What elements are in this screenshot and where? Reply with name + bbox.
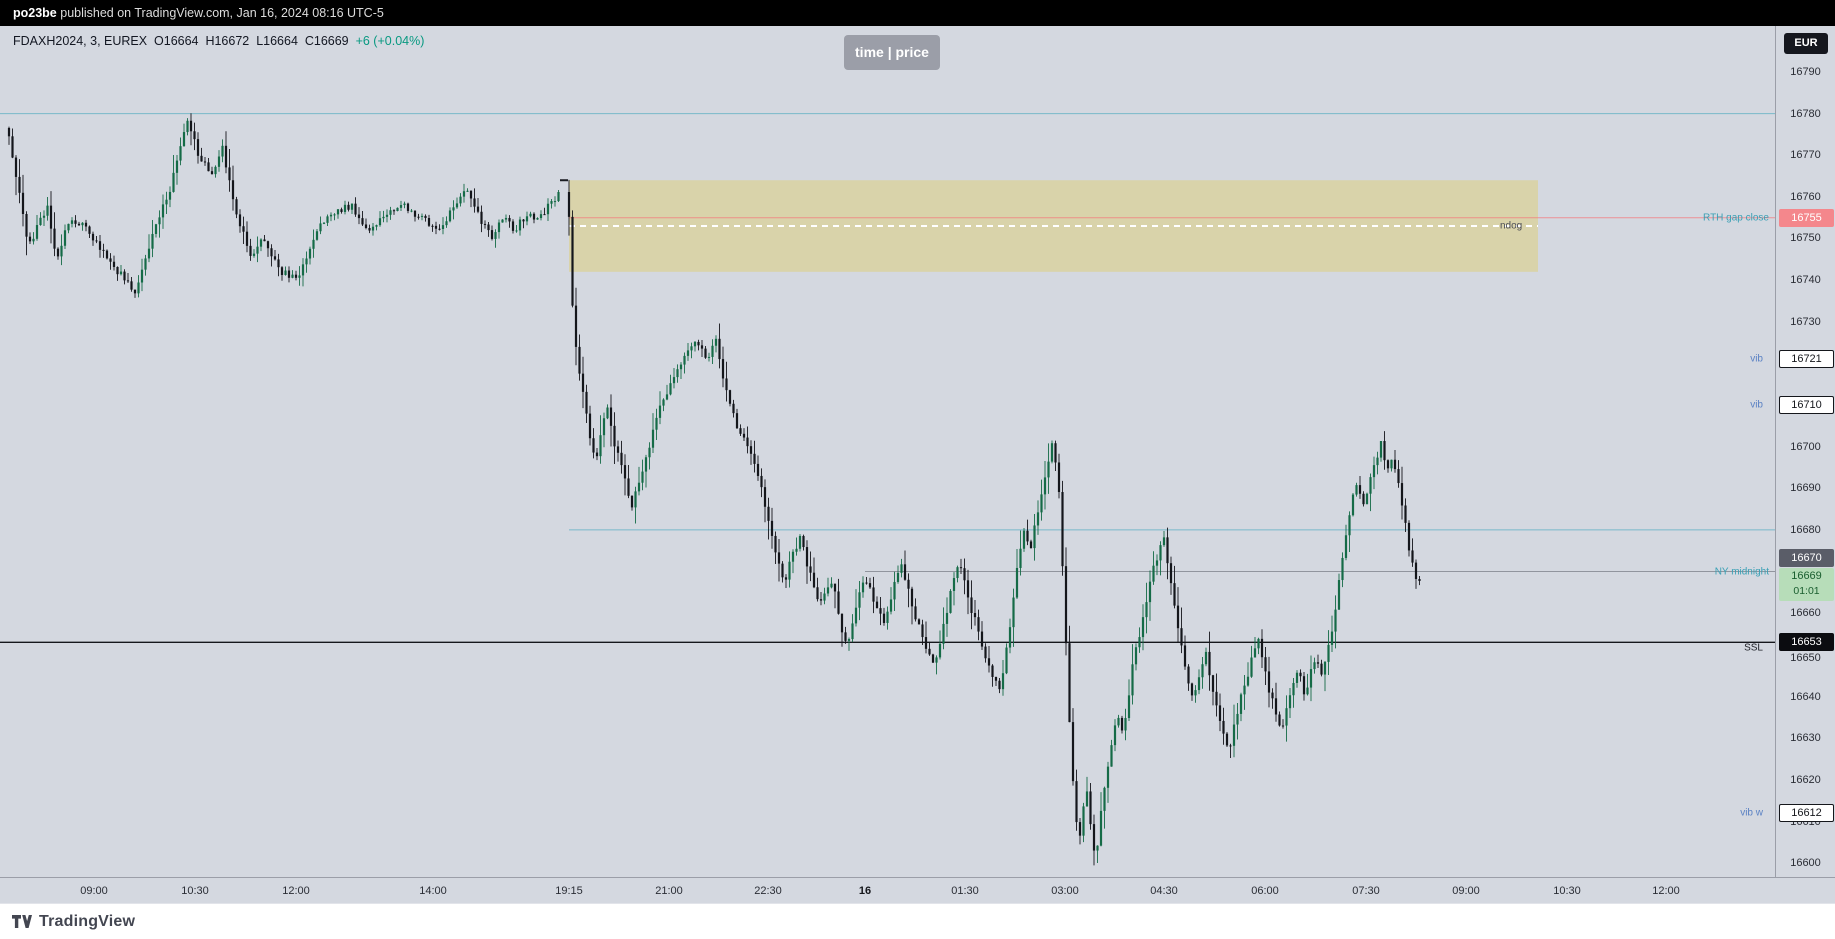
time-label-12-00: 12:00 bbox=[282, 885, 310, 897]
price-badge-16612: 16612 bbox=[1779, 804, 1834, 822]
time-label-07-30: 07:30 bbox=[1352, 885, 1380, 897]
level-label-vib-w[interactable]: vib w bbox=[1740, 807, 1763, 819]
time-label-19-15: 19:15 bbox=[555, 885, 583, 897]
level-label-ny-midnight[interactable]: NY midnight bbox=[1714, 566, 1769, 578]
price-badge-16710: 16710 bbox=[1779, 396, 1834, 414]
symbol-legend[interactable]: FDAXH2024, 3, EUREX O16664 H16672 L16664… bbox=[13, 34, 424, 48]
price-tick-16700: 16700 bbox=[1790, 441, 1821, 453]
time-axis[interactable]: 09:00 10:30 12:00 14:00 19:15 21:00 22:30 16 01:… bbox=[0, 877, 1835, 903]
price-tick-16740: 16740 bbox=[1790, 274, 1821, 286]
price-axis[interactable]: EUR 16790 16780 16770 16760 16750 16740 16730 1… bbox=[1775, 26, 1835, 877]
price-badge-16721: 16721 bbox=[1779, 350, 1834, 368]
level-label-rth-gap-close[interactable]: RTH gap close bbox=[1703, 212, 1769, 224]
price-tick-16760: 16760 bbox=[1790, 191, 1821, 203]
time-price-watermark: time | price bbox=[844, 35, 940, 70]
price-tick-16650: 16650 bbox=[1790, 652, 1821, 664]
publish-info: published on TradingView.com, Jan 16, 20… bbox=[56, 6, 384, 20]
price-tick-16620: 16620 bbox=[1790, 774, 1821, 786]
time-label-21-00: 21:00 bbox=[655, 885, 683, 897]
time-label-04-30: 04:30 bbox=[1150, 885, 1178, 897]
price-tick-16630: 16630 bbox=[1790, 732, 1821, 744]
time-label-03-00: 03:00 bbox=[1051, 885, 1079, 897]
level-label-vib[interactable]: vib bbox=[1750, 353, 1763, 365]
tradingview-logo-text: TradingView bbox=[39, 912, 136, 930]
time-label-09-00: 09:00 bbox=[1452, 885, 1480, 897]
level-label-ssl[interactable]: SSL bbox=[1744, 642, 1763, 654]
time-label-14-00: 14:00 bbox=[419, 885, 447, 897]
level-label-vib[interactable]: vib bbox=[1750, 399, 1763, 411]
price-tick-16660: 16660 bbox=[1790, 607, 1821, 619]
price-badge-16653: 16653 bbox=[1779, 633, 1834, 651]
time-label-16: 16 bbox=[858, 885, 872, 897]
price-tick-16770: 16770 bbox=[1790, 149, 1821, 161]
time-label-22-30: 22:30 bbox=[754, 885, 782, 897]
price-badge-16755: 16755 bbox=[1779, 209, 1834, 227]
price-change: +6 (+0.04%) bbox=[348, 34, 425, 48]
time-label-10-30: 10:30 bbox=[1553, 885, 1581, 897]
price-badge-16670: 16670 bbox=[1779, 549, 1834, 567]
time-label-01-30: 01:30 bbox=[951, 885, 979, 897]
chart-canvas[interactable] bbox=[0, 26, 1775, 877]
chart-pane[interactable]: FDAXH2024, 3, EUREX O16664 H16672 L16664… bbox=[0, 26, 1775, 877]
candlestick-series bbox=[7, 113, 1421, 866]
time-label-12-00: 12:00 bbox=[1652, 885, 1680, 897]
publish-bar: po23be published on TradingView.com, Jan… bbox=[0, 0, 1835, 26]
price-tick-16600: 16600 bbox=[1790, 857, 1821, 869]
currency-badge: EUR bbox=[1784, 33, 1828, 54]
level-label-ndog[interactable]: ndog bbox=[1500, 220, 1523, 232]
time-label-10-30: 10:30 bbox=[181, 885, 209, 897]
price-tick-16640: 16640 bbox=[1790, 691, 1821, 703]
tradingview-logo-icon bbox=[12, 914, 32, 928]
footer-bar: TradingView bbox=[0, 903, 1835, 939]
time-label-06-00: 06:00 bbox=[1251, 885, 1279, 897]
price-tick-16680: 16680 bbox=[1790, 524, 1821, 536]
symbol-ohlc-text: FDAXH2024, 3, EUREX O16664 H16672 L16664… bbox=[13, 34, 349, 48]
price-tick-16730: 16730 bbox=[1790, 316, 1821, 328]
price-badge-16669: 16669 01:01 bbox=[1779, 568, 1834, 601]
price-tick-16780: 16780 bbox=[1790, 108, 1821, 120]
price-tick-16690: 16690 bbox=[1790, 482, 1821, 494]
time-label-09-00: 09:00 bbox=[80, 885, 108, 897]
price-tick-16790: 16790 bbox=[1790, 66, 1821, 78]
publisher-username: po23be bbox=[13, 6, 57, 20]
price-tick-16750: 16750 bbox=[1790, 232, 1821, 244]
tradingview-logo[interactable]: TradingView bbox=[12, 913, 135, 931]
